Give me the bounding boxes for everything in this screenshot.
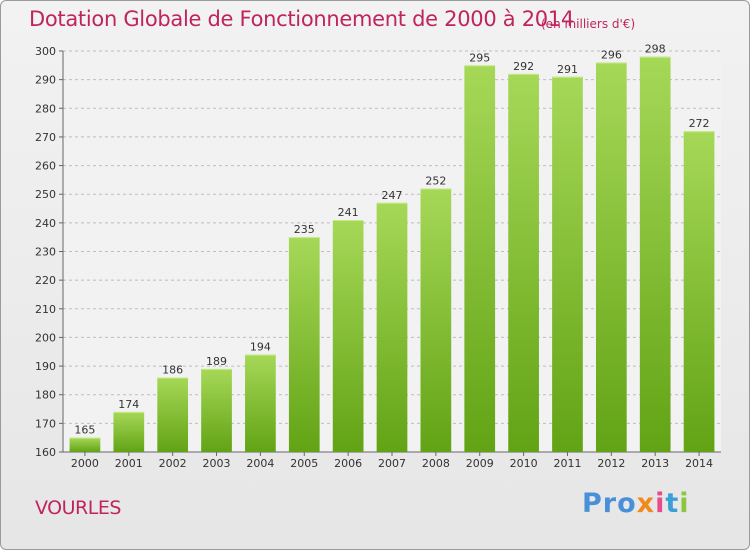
x-tick-label: 2009 [466,457,494,470]
x-tick-label: 2006 [334,457,362,470]
y-tick-label: 290 [35,74,56,87]
data-label: 194 [250,341,271,354]
data-label: 165 [74,424,95,437]
x-tick-label: 2001 [115,457,143,470]
x-tick-label: 2014 [685,457,713,470]
x-tick-label: 2003 [203,457,231,470]
bar [508,73,539,453]
x-tick-label: 2011 [553,457,581,470]
x-tick-label: 2010 [510,457,538,470]
bar [157,377,189,452]
x-tick-label: 2012 [597,457,625,470]
bar [552,76,583,453]
unit-label: (en milliers d'€) [541,17,636,31]
data-label: 272 [689,117,710,130]
y-tick-label: 300 [35,45,56,58]
logo-part-x: x [636,488,656,519]
x-tick-label: 2005 [290,457,318,470]
bar [595,62,627,452]
data-label: 252 [425,174,446,187]
x-tick-label: 2013 [641,457,669,470]
data-label: 296 [601,48,622,61]
data-label: 189 [206,355,227,368]
x-tick-label: 2007 [378,457,406,470]
data-label: 186 [162,364,183,377]
bar [420,188,452,452]
bar [288,237,320,452]
bar [113,411,145,452]
y-tick-label: 280 [35,102,56,115]
y-tick-label: 270 [35,131,56,144]
y-tick-label: 220 [35,274,56,287]
logo-part-t: t [665,488,680,519]
y-tick-label: 210 [35,303,56,316]
proxiti-logo[interactable]: Proxiti [582,488,690,519]
data-label: 241 [338,206,359,219]
y-tick-label: 180 [35,389,56,402]
x-tick-label: 2008 [422,457,450,470]
data-label: 291 [557,63,578,76]
y-tick-label: 190 [35,360,56,373]
y-tick-label: 160 [35,446,56,459]
x-tick-label: 2000 [71,457,99,470]
town-name: VOURLES [35,497,121,519]
data-label: 295 [469,51,490,64]
bar [245,354,276,452]
y-tick-label: 200 [35,331,56,344]
chart-title: Dotation Globale de Fonctionnement de 20… [29,7,574,31]
data-label: 235 [294,223,315,236]
data-label: 298 [645,43,666,56]
logo-part-pro: Pro [582,488,637,519]
logo-part-i2: i [679,488,690,519]
data-label: 174 [118,398,139,411]
bar [464,65,496,453]
bar [69,437,101,452]
bar [332,219,364,452]
bar [376,202,408,452]
bar [201,368,232,452]
x-tick-label: 2004 [246,457,274,470]
y-tick-label: 260 [35,160,56,173]
bar [639,56,671,452]
y-tick-label: 230 [35,246,56,259]
data-label: 292 [513,60,534,73]
logo-part-i: i [655,488,666,519]
y-tick-label: 240 [35,217,56,230]
y-tick-label: 250 [35,188,56,201]
bar [683,131,715,452]
data-label: 247 [382,189,403,202]
y-tick-label: 170 [35,417,56,430]
x-tick-label: 2002 [159,457,187,470]
